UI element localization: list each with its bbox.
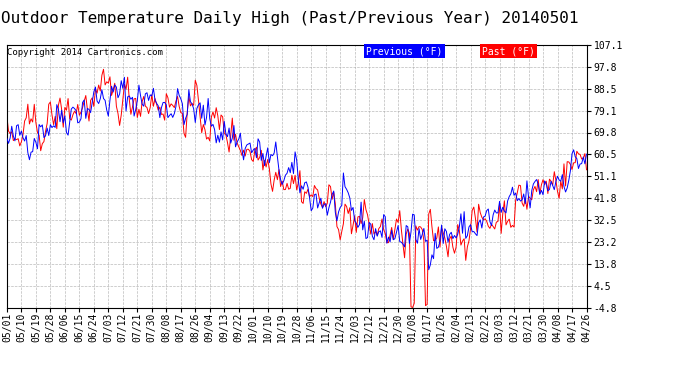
Text: Past (°F): Past (°F) [482, 46, 535, 56]
Text: Copyright 2014 Cartronics.com: Copyright 2014 Cartronics.com [8, 48, 164, 57]
Text: Outdoor Temperature Daily High (Past/Previous Year) 20140501: Outdoor Temperature Daily High (Past/Pre… [1, 11, 578, 26]
Text: Previous (°F): Previous (°F) [366, 46, 442, 56]
